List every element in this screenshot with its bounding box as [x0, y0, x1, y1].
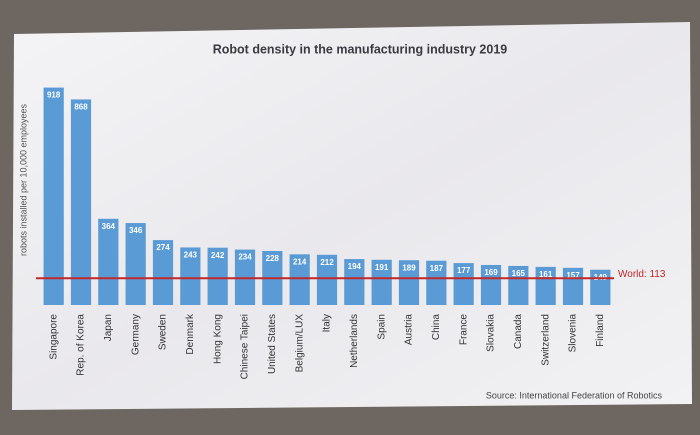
x-tick-label: Belgium/LUX: [294, 314, 305, 373]
x-tick-label: Denmark: [185, 313, 196, 355]
data-label: 165: [512, 269, 526, 278]
bar: [152, 240, 174, 305]
data-label: 274: [156, 243, 170, 252]
data-label: 191: [375, 263, 389, 272]
x-tick-label: Slovenia: [568, 314, 579, 353]
x-tick-label: Spain: [376, 314, 387, 340]
bar: [535, 266, 556, 305]
data-label: 157: [566, 271, 580, 280]
x-tick-label: France: [458, 314, 469, 346]
chart-title: Robot density in the manufacturing indus…: [213, 42, 508, 56]
x-tick-label: Rep. of Korea: [76, 314, 87, 376]
x-tick-label: Japan: [103, 314, 114, 341]
bar: [344, 259, 365, 305]
bar: [371, 259, 392, 305]
source: Source: International Federation of Robo…: [486, 390, 663, 400]
bar: [180, 247, 201, 305]
bar: [562, 267, 584, 305]
data-label: 212: [320, 258, 334, 267]
x-tick-label: Singapore: [48, 314, 59, 360]
data-label: 364: [102, 222, 116, 231]
bar: [98, 218, 119, 305]
data-label: 228: [266, 254, 280, 263]
data-label: 161: [539, 270, 553, 279]
x-tick-label: Netherlands: [349, 314, 360, 368]
x-tick-label: Sweden: [158, 314, 169, 350]
bar: [480, 264, 502, 305]
x-tick-label: Canada: [513, 314, 524, 349]
x-tick-label: Austria: [404, 314, 415, 346]
x-tick-label: China: [431, 314, 442, 341]
data-label: 346: [129, 226, 143, 235]
data-label: 177: [457, 266, 471, 275]
bar: [398, 260, 420, 305]
x-tick-label: United States: [267, 314, 278, 374]
data-label: 169: [484, 268, 498, 277]
y-axis-title: robots installed per 10,000 employees: [18, 103, 28, 256]
data-label: 194: [348, 262, 362, 271]
bar: [508, 265, 529, 305]
data-label: 242: [211, 251, 225, 260]
x-tick-label: Slovakia: [486, 314, 497, 352]
x-tick-label: Finland: [595, 314, 606, 347]
data-label: 243: [184, 251, 198, 260]
bar: [289, 254, 310, 305]
data-label: 187: [430, 264, 444, 273]
x-tick-label: Italy: [322, 314, 333, 332]
reference-label: World: 113: [618, 269, 666, 280]
bar: [43, 87, 64, 305]
bar: [426, 260, 447, 305]
data-label: 214: [293, 257, 307, 266]
x-tick-label: Germany: [130, 314, 141, 355]
data-label: 234: [238, 253, 252, 262]
slide: [12, 22, 692, 410]
bar: [453, 263, 474, 305]
data-label: 189: [402, 263, 416, 272]
bar: [70, 99, 92, 305]
data-label: 868: [74, 103, 88, 112]
x-tick-label: Chinese Taipei: [240, 314, 251, 379]
bar: [207, 247, 228, 305]
data-label: 918: [47, 91, 61, 100]
x-tick-label: Switzerland: [540, 314, 551, 366]
bar: [316, 254, 338, 305]
x-tick-label: Hong Kong: [212, 314, 223, 364]
bar: [125, 223, 146, 305]
